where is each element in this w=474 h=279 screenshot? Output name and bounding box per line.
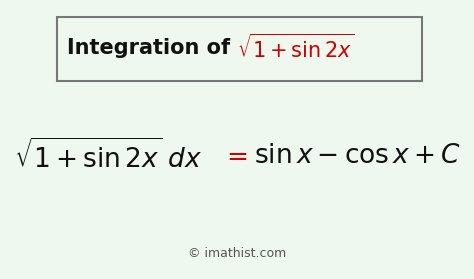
Text: $\sin x - \cos x + C$: $\sin x - \cos x + C$ bbox=[254, 143, 461, 169]
Text: $=$: $=$ bbox=[221, 143, 248, 169]
Text: $\sqrt{1 + \sin 2x}$: $\sqrt{1 + \sin 2x}$ bbox=[237, 34, 355, 62]
Text: © imathist.com: © imathist.com bbox=[188, 247, 286, 260]
Text: Integration of: Integration of bbox=[67, 38, 237, 58]
Text: $\sqrt{1 + \sin 2x}\; dx\;$: $\sqrt{1 + \sin 2x}\; dx\;$ bbox=[14, 139, 202, 174]
FancyBboxPatch shape bbox=[57, 17, 422, 81]
